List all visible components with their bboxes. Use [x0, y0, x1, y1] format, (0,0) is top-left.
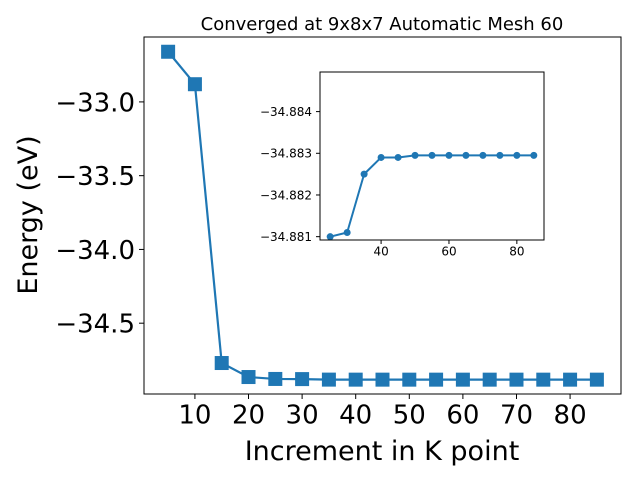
y-axis-label: Energy (eV) [13, 135, 44, 294]
inset-data-point [394, 153, 402, 161]
main-x-tick-label: 20 [232, 401, 265, 431]
inset-data-point [445, 151, 453, 159]
chart-title: Converged at 9x8x7 Automatic Mesh 60 [201, 14, 564, 35]
inset-data-point [343, 228, 351, 236]
main-data-point [187, 77, 202, 92]
inset-x-tick-label: 40 [373, 244, 388, 258]
main-data-point [348, 372, 363, 387]
main-data-point [482, 372, 497, 387]
main-data-point [161, 44, 176, 59]
inset-y-tick-label: −34.881 [260, 230, 312, 244]
main-y-tick-label: −33.0 [55, 88, 135, 118]
main-axes-frame [143, 36, 622, 395]
inset-data-point [479, 151, 487, 159]
inset-data-point [360, 170, 368, 178]
inset-plot-area [326, 151, 538, 241]
main-x-tick-label: 40 [339, 401, 372, 431]
main-data-point [429, 372, 444, 387]
inset-y-tick-label: −34.883 [260, 147, 312, 161]
inset-axis-ticks: 40 60 80 −34.884 −34.883 −34.882 −34.881 [260, 105, 525, 258]
main-data-point [268, 371, 283, 386]
main-data-point [589, 372, 604, 387]
main-data-point [509, 372, 524, 387]
inset-data-point [513, 151, 521, 159]
main-x-tick-label: 30 [286, 401, 319, 431]
main-y-tick-label: −33.5 [55, 162, 135, 192]
inset-data-point [326, 233, 334, 241]
inset-y-tick-label: −34.882 [260, 188, 312, 202]
inset-x-tick-label: 80 [509, 244, 524, 258]
inset-data-point [496, 151, 504, 159]
main-data-point [455, 372, 470, 387]
inset-y-tick-label: −34.884 [260, 105, 312, 119]
inset-data-point [411, 151, 419, 159]
main-x-tick-label: 60 [446, 401, 479, 431]
main-data-point [214, 356, 229, 371]
inset-data-point [428, 151, 436, 159]
main-data-point [295, 372, 310, 387]
main-plot-area [161, 44, 604, 387]
inset-data-point [462, 151, 470, 159]
main-data-point [375, 372, 390, 387]
main-data-point [563, 372, 578, 387]
inset-x-tick-label: 60 [441, 244, 456, 258]
inset-data-point [530, 151, 538, 159]
main-axis-ticks: 10 20 30 40 50 60 70 80 −33.0 −33.5 −34.0 −34.5 [55, 88, 586, 430]
main-data-point [402, 372, 417, 387]
inset-data-point [377, 153, 385, 161]
main-data-point [536, 372, 551, 387]
x-axis-label: Increment in K point [245, 436, 520, 467]
main-data-point [321, 372, 336, 387]
main-x-tick-label: 70 [500, 401, 533, 431]
main-x-tick-label: 10 [178, 401, 211, 431]
inset-axes-frame [319, 71, 545, 241]
main-x-tick-label: 50 [393, 401, 426, 431]
main-y-tick-label: −34.5 [55, 310, 135, 340]
main-x-tick-label: 80 [554, 401, 587, 431]
main-y-tick-label: −34.0 [55, 236, 135, 266]
main-data-point [241, 370, 256, 385]
